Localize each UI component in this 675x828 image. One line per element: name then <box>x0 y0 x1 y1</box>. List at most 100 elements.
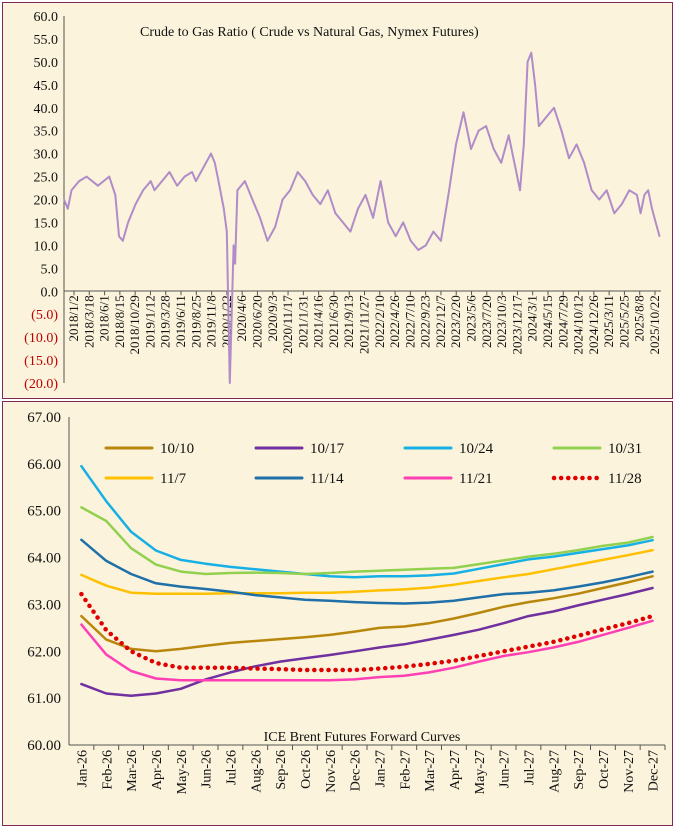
data-point <box>122 240 124 242</box>
y-tick-label: (20.0) <box>24 377 58 392</box>
brent-forward-curves-panel: 67.00 66.00 65.00 64.00 63.00 62.00 61.00 60.00… <box>2 401 673 826</box>
y-tick-label: 66.00 <box>27 457 61 473</box>
series-line-10-24 <box>80 464 654 579</box>
x-tick-label: 2020/4/6 <box>234 295 249 342</box>
data-point <box>217 180 220 182</box>
x-tick-label: 2024/12/26 <box>586 295 601 355</box>
x-tick-label: 2021/11/27 <box>357 295 372 354</box>
data-point <box>296 171 299 173</box>
data-point <box>97 184 99 187</box>
data-point <box>409 240 412 242</box>
y-tick-label: 15.0 <box>34 216 59 231</box>
y-tick-label: 30.0 <box>34 148 59 163</box>
data-point <box>402 221 405 224</box>
x-tick-label: 2023/2/20 <box>448 295 463 348</box>
x-tick-label: Sep-27 <box>572 750 587 790</box>
y-tick-label: (15.0) <box>24 354 58 369</box>
data-point <box>605 189 608 192</box>
x-tick-label: 2024/10/12 <box>571 295 586 354</box>
data-point <box>379 180 382 182</box>
data-point <box>334 212 337 215</box>
data-point <box>191 171 193 173</box>
data-point <box>590 189 593 192</box>
y-tick-label: 67.00 <box>27 410 61 426</box>
x-tick-label: Aug-26 <box>249 750 264 793</box>
y-tick-label: 55.0 <box>34 33 59 48</box>
data-point <box>142 189 144 192</box>
data-point <box>114 194 117 196</box>
x-tick-label: Aug-27 <box>547 750 562 793</box>
data-point <box>560 129 563 132</box>
x-tick-label: Apr-27 <box>448 750 463 790</box>
data-point <box>530 51 533 54</box>
x-tick-label: Feb-27 <box>398 750 413 790</box>
data-point <box>234 262 236 265</box>
x-tick-label: 2018/1/2 <box>66 295 81 341</box>
data-point <box>447 194 450 196</box>
data-point <box>462 111 465 114</box>
x-tick-label: 2025/5/25 <box>616 295 631 348</box>
data-point <box>236 189 239 192</box>
y-tick-label: (10.0) <box>24 331 58 346</box>
y-tick-label: 65.00 <box>27 504 61 520</box>
y-tick-label: 10.0 <box>34 239 59 254</box>
x-tick-label: 2019/3/28 <box>158 295 173 348</box>
y-tick-label: 50.0 <box>34 56 59 71</box>
data-point <box>425 244 427 247</box>
x-tick-label: 2019/11/8 <box>204 295 219 347</box>
data-point <box>183 175 186 178</box>
data-point <box>127 221 129 224</box>
y-tick-label: 60.0 <box>34 10 59 25</box>
data-point <box>515 171 518 173</box>
data-point <box>526 61 529 63</box>
y-tick-label: (5.0) <box>31 308 58 323</box>
legend-label-10-10: 10/10 <box>160 441 194 457</box>
x-tick-label: Jun-27 <box>498 750 513 788</box>
x-tick-label: Dec-26 <box>349 750 364 791</box>
x-tick-label: Feb-26 <box>100 750 115 790</box>
x-tick-label: Nov-27 <box>622 750 637 793</box>
data-point <box>259 217 261 219</box>
legend-label-11-28: 11/28 <box>608 471 642 487</box>
data-point <box>134 203 137 205</box>
y-tick-label: 60.00 <box>27 738 61 754</box>
data-point <box>161 180 163 182</box>
data-point <box>149 180 152 182</box>
data-point <box>568 157 570 159</box>
data-point <box>357 207 359 210</box>
data-point <box>500 162 503 164</box>
x-tick-label: Sep-26 <box>274 750 289 790</box>
x-tick-label: 2021/6/30 <box>326 295 341 348</box>
x-tick-label: 2019/6/11 <box>173 295 188 347</box>
x-tick-label: May-26 <box>175 750 190 794</box>
x-tick-label: Nov-26 <box>324 750 339 793</box>
data-point <box>538 125 540 127</box>
data-point <box>327 189 329 192</box>
data-point <box>251 198 254 201</box>
y-tick-label: 62.00 <box>27 644 61 660</box>
x-tick-label: 2023/10/3 <box>494 295 509 348</box>
data-point <box>195 180 197 182</box>
data-point <box>523 143 525 146</box>
x-tick-label: Jan-26 <box>75 750 90 787</box>
data-point <box>289 189 291 192</box>
x-tick-label: Oct-26 <box>299 750 314 789</box>
data-point <box>545 116 548 118</box>
data-point <box>519 189 521 192</box>
x-tick-label: Apr-26 <box>150 750 165 790</box>
data-point <box>70 189 73 192</box>
data-point <box>575 143 578 146</box>
y-tick-label: 0.0 <box>41 285 59 300</box>
y-tick-label: 5.0 <box>41 262 59 277</box>
x-tick-label: 2022/9/23 <box>418 295 433 348</box>
data-point <box>553 107 555 109</box>
data-point <box>244 180 246 182</box>
data-point <box>108 175 110 178</box>
data-point <box>274 226 276 228</box>
x-tick-label: 2022/12/7 <box>433 295 448 348</box>
legend-label-10-31: 10/31 <box>608 441 642 457</box>
x-tick-label: 2021/9/13 <box>341 295 356 348</box>
x-tick-label: 2022/7/10 <box>402 295 417 348</box>
series-line-10-17 <box>80 586 654 698</box>
chart-title: ICE Brent Futures Forward Curves <box>264 730 461 745</box>
